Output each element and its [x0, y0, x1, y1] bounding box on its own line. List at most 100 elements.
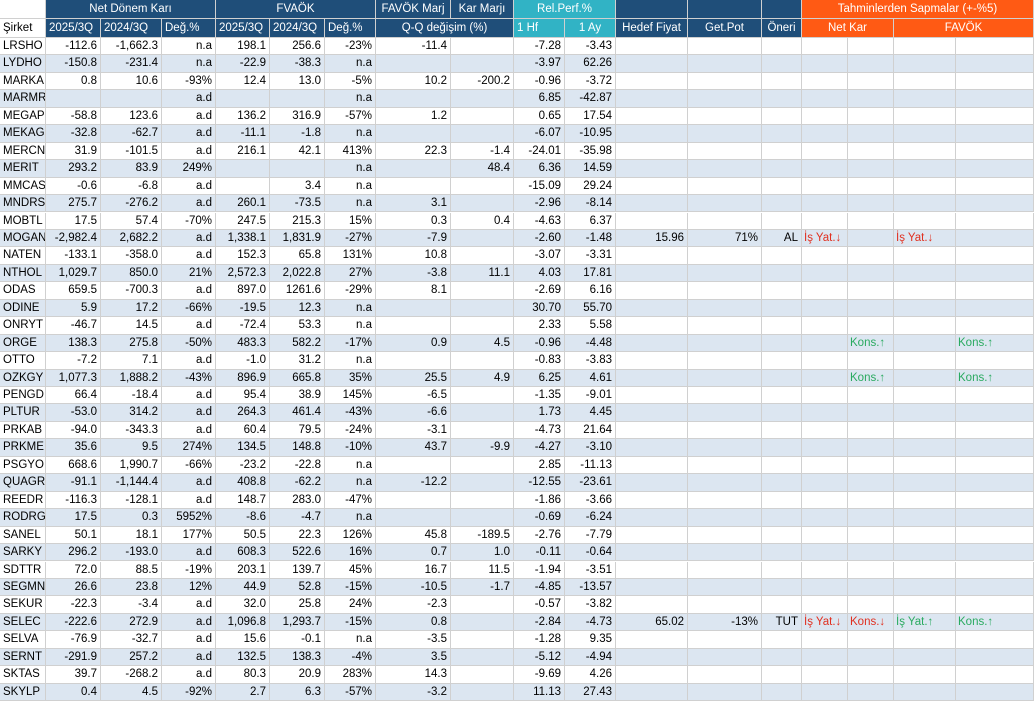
- table-cell: 1,338.1: [216, 229, 270, 248]
- table-cell: -291.9: [46, 648, 101, 667]
- ticker-cell: PRKAB: [0, 421, 46, 440]
- table-cell: [894, 125, 956, 143]
- table-cell: [848, 456, 894, 475]
- table-cell: 11.13: [514, 683, 565, 701]
- table-cell: n.a: [325, 456, 376, 475]
- table-cell: -22.8: [270, 456, 325, 475]
- table-cell: [616, 526, 688, 545]
- ticker-cell: REEDR: [0, 491, 46, 510]
- table-cell: [616, 160, 688, 178]
- table-cell: a.d: [162, 125, 216, 143]
- table-cell: [762, 282, 802, 300]
- table-cell: -12.55: [514, 474, 565, 492]
- table-cell: 264.3: [216, 404, 270, 422]
- table-cell: 522.6: [270, 544, 325, 562]
- table-cell: [451, 195, 514, 213]
- ticker-cell: SANEL: [0, 526, 46, 545]
- table-cell: 665.8: [270, 369, 325, 387]
- table-cell: [616, 90, 688, 108]
- table-cell: a.d: [162, 142, 216, 161]
- table-cell: 2.85: [514, 456, 565, 475]
- table-cell: -3.8: [376, 264, 451, 283]
- table-cell: [451, 666, 514, 684]
- table-cell: [956, 177, 1034, 196]
- table-cell: [688, 648, 762, 667]
- table-cell: [802, 648, 848, 667]
- table-cell: 3.1: [376, 195, 451, 213]
- table-cell: 413%: [325, 142, 376, 161]
- table-cell: 15%: [325, 212, 376, 230]
- table-cell: -10.5: [376, 578, 451, 597]
- table-cell: 55.70: [565, 299, 616, 318]
- table-cell: [688, 578, 762, 597]
- table-cell: 9.5: [101, 439, 162, 457]
- table-cell: [616, 247, 688, 265]
- table-cell: [956, 439, 1034, 457]
- table-cell: [848, 125, 894, 143]
- table-cell: -13%: [688, 613, 762, 632]
- table-cell: [956, 352, 1034, 370]
- table-cell: [894, 107, 956, 126]
- table-cell: [848, 142, 894, 161]
- table-cell: -6.8: [101, 177, 162, 196]
- table-cell: 1261.6: [270, 282, 325, 300]
- table-cell: 12.3: [270, 299, 325, 318]
- table-cell: [688, 107, 762, 126]
- ticker-cell: PRKME: [0, 439, 46, 457]
- table-cell: a.d: [162, 648, 216, 667]
- table-row: MEKAG -32.8 -62.7 a.d -11.1 -1.8 n.a -6.07 -10.9…: [0, 125, 1034, 143]
- table-cell: [802, 142, 848, 161]
- table-cell: [894, 247, 956, 265]
- table-cell: 1.73: [514, 404, 565, 422]
- table-cell: [451, 613, 514, 632]
- table-cell: 21.64: [565, 421, 616, 440]
- table-cell: AL: [762, 229, 802, 248]
- table-cell: a.d: [162, 90, 216, 108]
- table-cell: [762, 107, 802, 126]
- ticker-cell: MERIT: [0, 160, 46, 178]
- table-cell: -17%: [325, 334, 376, 353]
- table-cell: [688, 439, 762, 457]
- table-cell: -11.1: [216, 125, 270, 143]
- ticker-cell: SKTAS: [0, 666, 46, 684]
- table-cell: [616, 474, 688, 492]
- table-cell: [688, 509, 762, 527]
- table-cell: -4.73: [565, 613, 616, 632]
- table-cell: [762, 439, 802, 457]
- table-cell: [688, 72, 762, 91]
- table-row: ODINE 5.9 17.2 -66% -19.5 12.3 n.a 30.70 55.70: [0, 299, 1034, 318]
- table-cell: [688, 55, 762, 73]
- table-cell: -73.5: [270, 195, 325, 213]
- table-cell: 6.3: [270, 683, 325, 701]
- table-cell: -1.94: [514, 561, 565, 579]
- table-cell: 131%: [325, 247, 376, 265]
- table-cell: [956, 544, 1034, 562]
- table-cell: 15.96: [616, 229, 688, 248]
- table-row: PENGD 66.4 -18.4 a.d 95.4 38.9 145% -6.5 -1.35 -9…: [0, 387, 1034, 405]
- table-cell: -72.4: [216, 317, 270, 335]
- table-cell: 23.8: [101, 578, 162, 597]
- table-cell: [956, 526, 1034, 545]
- table-cell: [956, 491, 1034, 510]
- table-cell: n.a: [162, 55, 216, 73]
- table-cell: [688, 526, 762, 545]
- table-cell: -0.96: [514, 334, 565, 353]
- table-cell: 659.5: [46, 282, 101, 300]
- table-cell: 16.7: [376, 561, 451, 579]
- table-cell: 50.5: [216, 526, 270, 545]
- ticker-cell: SEGMN: [0, 578, 46, 597]
- table-cell: -150.8: [46, 55, 101, 73]
- table-cell: Kons.↓: [848, 613, 894, 632]
- table-cell: [216, 90, 270, 108]
- table-cell: 12.4: [216, 72, 270, 91]
- table-cell: 72.0: [46, 561, 101, 579]
- table-cell: [688, 90, 762, 108]
- table-row: SELEC -222.6 272.9 a.d 1,096.8 1,293.7 -15% 0.8…: [0, 613, 1034, 632]
- table-cell: -4%: [325, 648, 376, 667]
- header-get-pot: Get.Pot: [688, 19, 762, 38]
- table-cell: [688, 683, 762, 701]
- table-cell: 25.8: [270, 596, 325, 614]
- table-cell: -46.7: [46, 317, 101, 335]
- table-cell: [762, 474, 802, 492]
- table-cell: [688, 282, 762, 300]
